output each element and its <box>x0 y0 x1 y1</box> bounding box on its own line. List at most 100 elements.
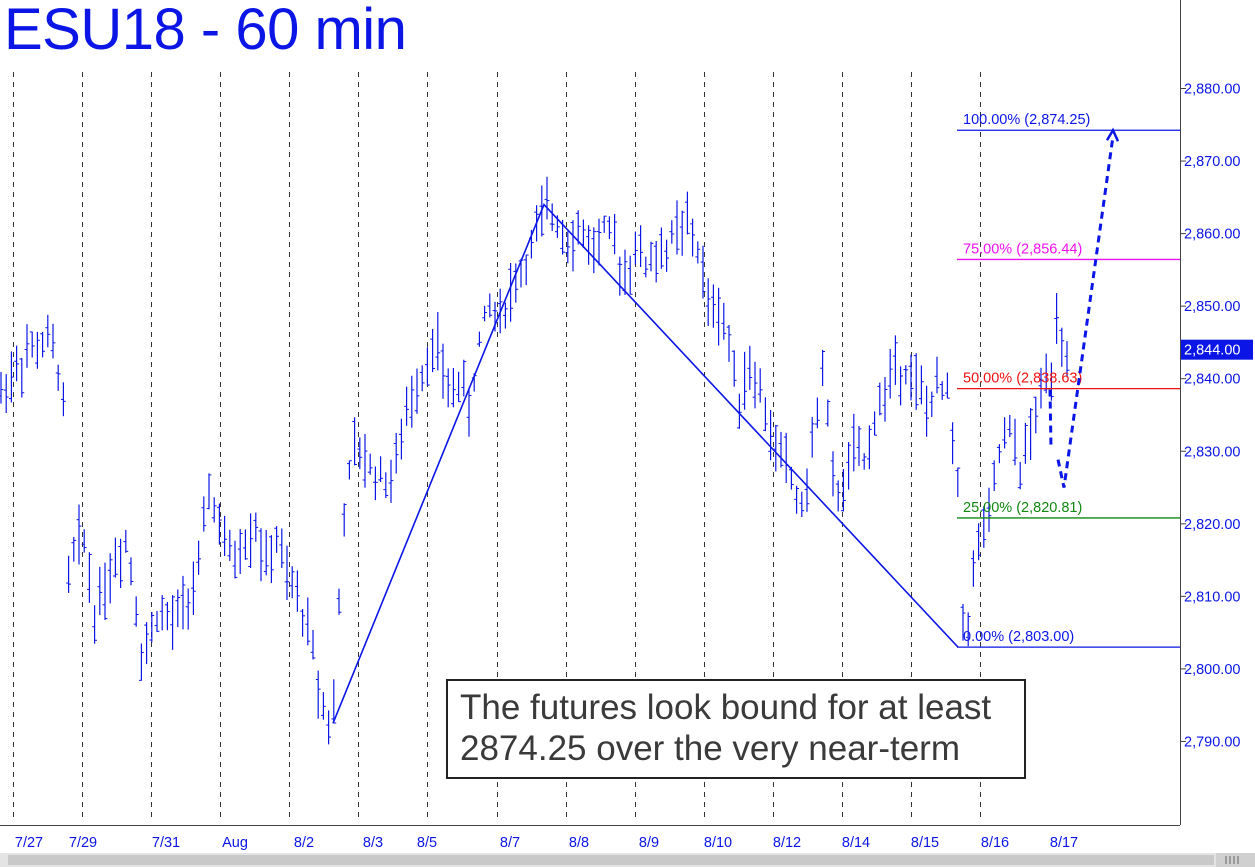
date-tick-label: 8/5 <box>417 835 437 851</box>
price-bar <box>825 399 831 427</box>
price-bar <box>357 437 363 470</box>
price-bar <box>248 513 253 569</box>
price-bar <box>45 314 51 348</box>
price-bar <box>222 515 227 556</box>
price-bar <box>711 284 716 328</box>
price-bar <box>841 469 846 512</box>
price-bar <box>362 433 368 488</box>
price-bar <box>185 588 191 630</box>
price-bar <box>118 538 123 588</box>
price-bar <box>352 417 357 466</box>
price-bar <box>591 227 597 274</box>
price-bar <box>830 451 836 497</box>
price-bar <box>565 231 571 264</box>
fib-label-1: 75.00% (2,856.44) <box>963 241 1082 257</box>
price-bar <box>92 605 97 644</box>
fib-label-4: 0.00% (2,803.00) <box>963 629 1074 645</box>
price-tick-label: 2,870.00 <box>1184 154 1240 170</box>
price-bar <box>165 601 170 631</box>
price-bar <box>773 424 779 472</box>
projection-path <box>1048 127 1120 488</box>
price-bar <box>617 256 623 296</box>
price-bar <box>627 255 633 295</box>
abc-pattern-line <box>332 203 959 724</box>
price-bar <box>908 354 914 401</box>
price-bar <box>113 537 118 578</box>
price-bar <box>451 367 456 408</box>
price-bar <box>851 413 857 472</box>
price-bar <box>1017 461 1023 490</box>
price-bar <box>404 386 409 426</box>
date-tick-label: 8/9 <box>639 835 659 851</box>
price-bar <box>373 466 378 501</box>
price-bar <box>435 312 441 371</box>
price-bar <box>425 347 430 386</box>
price-bar <box>523 254 529 286</box>
price-bar <box>487 293 493 318</box>
price-bar <box>903 365 909 385</box>
price-bar <box>794 485 799 514</box>
price-bar <box>258 528 264 582</box>
price-bar <box>804 468 810 512</box>
price-bar <box>269 535 274 583</box>
price-bar <box>835 480 841 512</box>
price-bar <box>378 456 383 482</box>
projection-arrowhead <box>1105 127 1120 142</box>
price-bar <box>347 460 352 480</box>
price-bar <box>1012 418 1018 466</box>
price-bar <box>752 361 758 409</box>
horizontal-scrollbar[interactable] <box>0 853 1255 867</box>
price-bar <box>939 381 945 400</box>
last-price-label: 2,844.00 <box>1184 343 1240 359</box>
last-price-badge <box>1181 339 1253 360</box>
price-bar <box>66 555 71 593</box>
price-bar <box>560 219 565 255</box>
date-tick-label: 8/7 <box>500 835 520 851</box>
price-bar <box>690 218 695 257</box>
date-tick-label: Aug <box>222 835 248 851</box>
price-bar <box>778 431 784 468</box>
price-bar <box>149 611 155 643</box>
price-tick-label: 2,880.00 <box>1184 82 1240 98</box>
price-bar <box>1007 414 1013 438</box>
date-tick-label: 8/16 <box>981 835 1009 851</box>
price-bar <box>87 552 92 603</box>
date-tick-label: 8/10 <box>704 835 732 851</box>
price-bar <box>971 550 976 587</box>
price-bar <box>898 366 903 406</box>
price-bar <box>331 679 337 724</box>
price-bar <box>986 487 992 532</box>
price-bar <box>482 305 487 322</box>
price-bar <box>768 410 773 461</box>
price-bar <box>40 331 45 358</box>
price-bar <box>466 387 472 437</box>
abc-pattern <box>332 203 959 724</box>
price-bar <box>783 432 789 484</box>
price-bar <box>685 191 690 235</box>
price-bar <box>700 245 706 299</box>
price-bar <box>643 256 649 278</box>
price-bar <box>81 529 87 553</box>
price-bar <box>1033 396 1039 434</box>
price-bar <box>737 393 742 429</box>
price-bar <box>633 231 638 265</box>
price-bar <box>1059 327 1065 367</box>
price-bar <box>310 629 316 660</box>
price-bar <box>721 302 727 340</box>
price-bar <box>570 220 576 272</box>
price-tick-label: 2,800.00 <box>1184 662 1240 678</box>
price-bar <box>253 512 259 542</box>
price-bar <box>872 411 877 436</box>
price-bar <box>653 240 659 283</box>
price-bar <box>201 496 207 532</box>
price-bar <box>575 210 581 245</box>
price-bar <box>622 249 628 295</box>
price-bar <box>809 417 815 458</box>
price-bar <box>409 375 415 428</box>
price-bar <box>544 176 550 220</box>
price-bar <box>513 263 519 303</box>
price-bar <box>399 418 404 460</box>
price-bar <box>284 545 290 601</box>
annotation-box: The futures look bound for at least 2874… <box>446 679 1026 779</box>
price-bar <box>861 453 867 470</box>
